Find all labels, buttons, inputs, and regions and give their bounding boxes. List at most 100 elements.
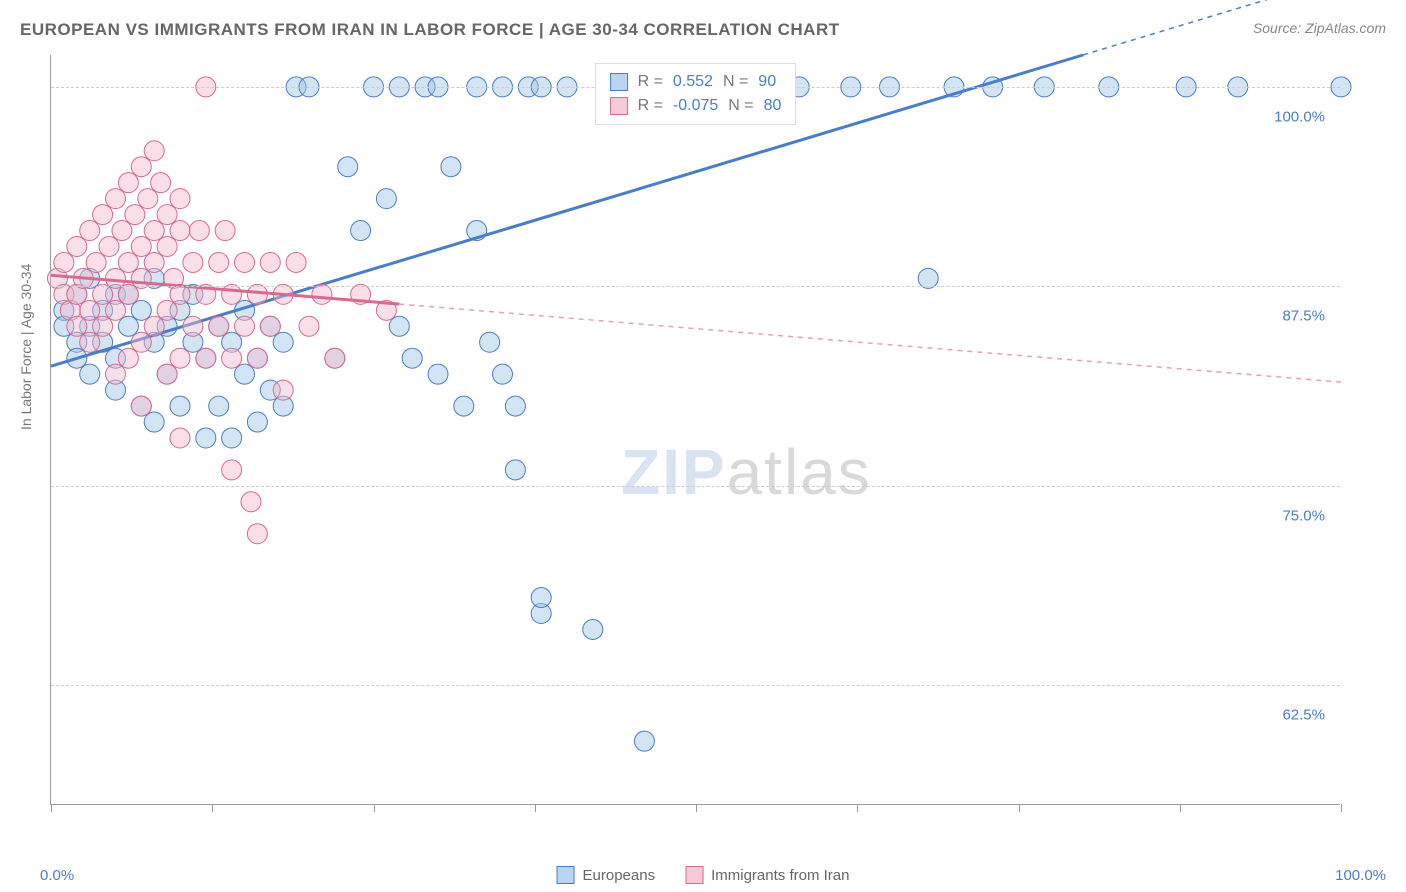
y-axis-label: In Labor Force | Age 30-34 xyxy=(18,264,34,430)
data-point xyxy=(247,524,267,544)
data-point xyxy=(131,396,151,416)
data-point xyxy=(67,316,87,336)
data-point xyxy=(144,412,164,432)
data-point xyxy=(286,252,306,272)
chart-title: EUROPEAN VS IMMIGRANTS FROM IRAN IN LABO… xyxy=(20,20,840,40)
x-tick-label: 0.0% xyxy=(40,867,74,884)
gridline xyxy=(51,685,1340,686)
data-point xyxy=(144,141,164,161)
data-point xyxy=(480,332,500,352)
data-point xyxy=(273,380,293,400)
data-point xyxy=(106,300,126,320)
data-point xyxy=(170,396,190,416)
data-point xyxy=(531,588,551,608)
data-point xyxy=(138,189,158,209)
y-tick-label: 62.5% xyxy=(1282,707,1325,724)
legend-item-iran: Immigrants from Iran xyxy=(685,866,849,884)
data-point xyxy=(118,173,138,193)
legend-label-europeans: Europeans xyxy=(583,867,656,884)
data-point xyxy=(183,252,203,272)
x-tick xyxy=(51,804,52,812)
n-value-europeans: 90 xyxy=(758,70,776,94)
r-value-iran: -0.075 xyxy=(673,94,718,118)
data-point xyxy=(144,252,164,272)
data-point xyxy=(118,316,138,336)
x-tick xyxy=(696,804,697,812)
data-point xyxy=(235,316,255,336)
chart-container: EUROPEAN VS IMMIGRANTS FROM IRAN IN LABO… xyxy=(0,0,1406,892)
trend-line-extrapolated xyxy=(399,304,1341,382)
data-point xyxy=(247,348,267,368)
stats-row-europeans: R = 0.552 N = 90 xyxy=(610,70,782,94)
data-point xyxy=(493,364,513,384)
data-point xyxy=(86,252,106,272)
data-point xyxy=(634,731,654,751)
data-point xyxy=(260,252,280,272)
data-point xyxy=(144,221,164,241)
data-point xyxy=(118,348,138,368)
swatch-pink-icon xyxy=(685,866,703,884)
y-tick-label: 87.5% xyxy=(1282,308,1325,325)
x-tick xyxy=(1180,804,1181,812)
plot-area: ZIPatlas R = 0.552 N = 90 R = -0.075 N =… xyxy=(50,55,1340,805)
data-point xyxy=(157,364,177,384)
data-point xyxy=(93,316,113,336)
data-point xyxy=(222,348,242,368)
data-point xyxy=(183,316,203,336)
r-value-europeans: 0.552 xyxy=(673,70,713,94)
data-point xyxy=(99,236,119,256)
data-point xyxy=(389,316,409,336)
data-point xyxy=(241,492,261,512)
data-point xyxy=(273,332,293,352)
data-point xyxy=(80,300,100,320)
data-point xyxy=(157,300,177,320)
data-point xyxy=(505,460,525,480)
x-tick xyxy=(1019,804,1020,812)
data-point xyxy=(157,205,177,225)
data-point xyxy=(106,364,126,384)
data-point xyxy=(209,252,229,272)
x-tick xyxy=(374,804,375,812)
data-point xyxy=(131,332,151,352)
n-label: N = xyxy=(728,94,753,118)
swatch-blue-icon xyxy=(557,866,575,884)
x-tick-label: 100.0% xyxy=(1335,867,1386,884)
legend-label-iran: Immigrants from Iran xyxy=(711,867,849,884)
data-point xyxy=(54,252,74,272)
data-point xyxy=(222,460,242,480)
data-point xyxy=(215,221,235,241)
data-point xyxy=(505,396,525,416)
data-point xyxy=(93,205,113,225)
data-point xyxy=(80,221,100,241)
data-point xyxy=(170,348,190,368)
data-point xyxy=(209,396,229,416)
data-point xyxy=(441,157,461,177)
stats-row-iran: R = -0.075 N = 80 xyxy=(610,94,782,118)
data-point xyxy=(112,221,132,241)
data-point xyxy=(235,364,255,384)
data-point xyxy=(222,428,242,448)
data-point xyxy=(428,364,448,384)
data-point xyxy=(338,157,358,177)
n-value-iran: 80 xyxy=(764,94,782,118)
x-tick xyxy=(857,804,858,812)
data-point xyxy=(247,412,267,432)
data-point xyxy=(209,316,229,336)
data-point xyxy=(131,236,151,256)
series-legend: Europeans Immigrants from Iran xyxy=(557,866,850,884)
data-point xyxy=(170,189,190,209)
r-label: R = xyxy=(638,70,663,94)
data-point xyxy=(144,316,164,336)
data-point xyxy=(454,396,474,416)
data-point xyxy=(325,348,345,368)
data-point xyxy=(157,236,177,256)
data-point xyxy=(376,189,396,209)
y-tick-label: 75.0% xyxy=(1282,507,1325,524)
y-tick-label: 100.0% xyxy=(1274,108,1325,125)
gridline xyxy=(51,486,1340,487)
scatter-svg xyxy=(51,55,1340,804)
stats-legend: R = 0.552 N = 90 R = -0.075 N = 80 xyxy=(595,63,797,125)
data-point xyxy=(170,221,190,241)
data-point xyxy=(402,348,422,368)
x-tick xyxy=(212,804,213,812)
